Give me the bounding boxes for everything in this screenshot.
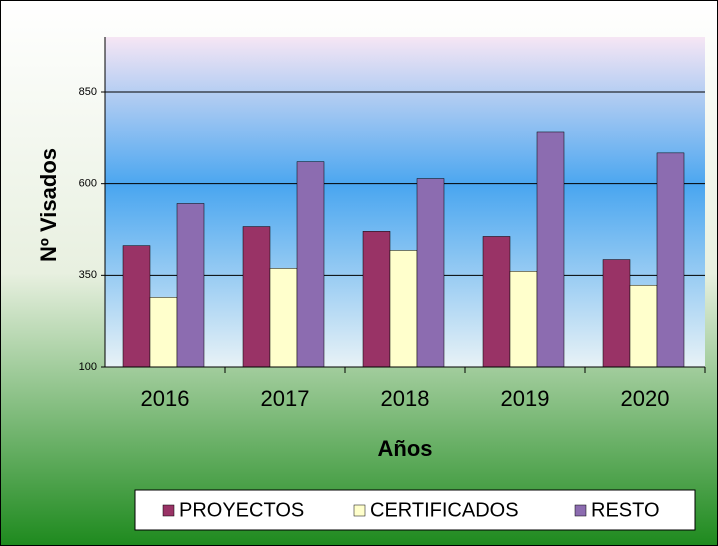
bar xyxy=(602,259,631,368)
bar xyxy=(656,152,685,368)
bar xyxy=(242,226,271,368)
legend-label: PROYECTOS xyxy=(179,499,304,521)
x-axis-label: Años xyxy=(378,436,433,461)
x-tick-label: 2016 xyxy=(141,386,190,411)
legend-swatch xyxy=(574,504,587,517)
bar xyxy=(389,250,418,368)
x-tick-label: 2020 xyxy=(621,386,670,411)
y-tick-label: 850 xyxy=(79,86,97,98)
bar xyxy=(509,271,538,368)
bar xyxy=(536,131,565,368)
legend-swatch xyxy=(353,504,366,517)
y-axis-label: Nº Visados xyxy=(36,148,61,262)
legend-swatch xyxy=(162,504,175,517)
bar xyxy=(296,161,325,368)
legend-label: RESTO xyxy=(591,499,660,521)
x-tick-label: 2019 xyxy=(501,386,550,411)
legend-label: CERTIFICADOS xyxy=(370,499,519,521)
bar xyxy=(269,268,298,368)
bar xyxy=(482,236,511,368)
x-tick-label: 2018 xyxy=(381,386,430,411)
bar xyxy=(416,178,445,368)
bar xyxy=(176,203,205,368)
bar xyxy=(122,245,151,368)
bar xyxy=(149,297,178,368)
y-tick-label: 350 xyxy=(79,269,97,281)
y-tick-label: 600 xyxy=(79,178,97,190)
x-tick-label: 2017 xyxy=(261,386,310,411)
legend xyxy=(134,489,696,531)
bar xyxy=(629,284,658,368)
bar xyxy=(362,231,391,368)
y-tick-label: 100 xyxy=(79,361,97,373)
